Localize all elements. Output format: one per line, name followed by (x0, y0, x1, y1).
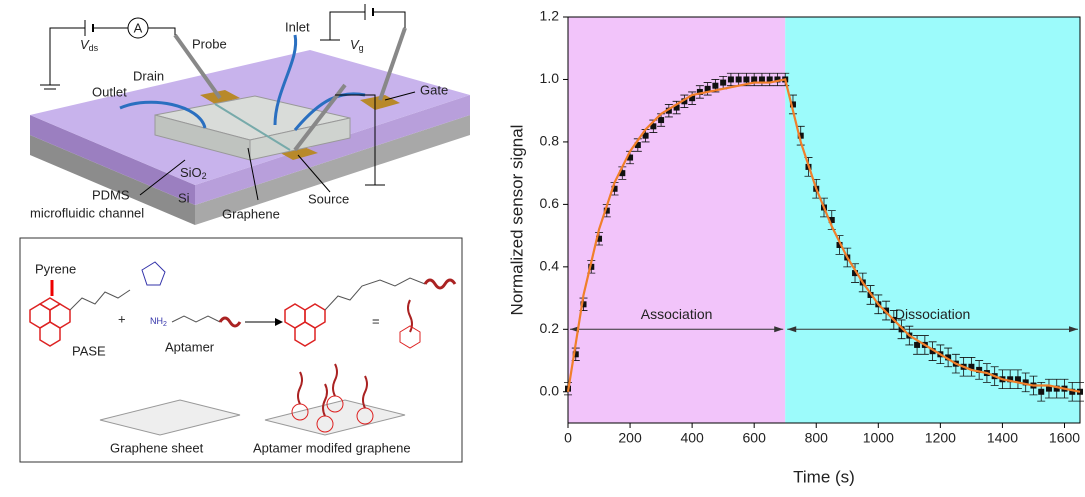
channel-label: microfluidic channel (30, 205, 144, 220)
pdms-label: PDMS (92, 187, 130, 202)
gate-label: Gate (420, 82, 448, 97)
data-point (743, 76, 749, 82)
device-schematic: Vds A Probe Inlet Vg Drain Outlet Gate S… (30, 4, 470, 225)
pyrene (285, 304, 325, 346)
source-label: Source (308, 191, 349, 206)
pase-label: PASE (72, 343, 106, 358)
aptamer-strand (425, 280, 455, 288)
sub: 2 (163, 321, 167, 328)
data-point (728, 76, 734, 82)
sheet-label: Graphene sheet (110, 440, 204, 455)
aptamer-strand (220, 318, 240, 326)
sub: g (359, 43, 364, 53)
x-tick-label: 0 (564, 430, 572, 446)
nh2-label: NH2 (150, 316, 167, 327)
y-tick-label: 0.0 (540, 382, 560, 398)
chart: Association Dissociation 0.0 0.2 0.4 0.6 0.8 1.… (507, 8, 1084, 487)
equals: = (372, 313, 380, 328)
y-tick-label: 1.2 (540, 8, 560, 24)
nhs (142, 262, 165, 285)
linker (325, 278, 425, 310)
wire (148, 28, 175, 35)
pyrene-icon (400, 326, 420, 348)
graphene-label: Graphene (222, 206, 280, 221)
y-tick-label: 0.6 (540, 195, 560, 211)
ammeter-label: A (134, 20, 143, 35)
x-tick-label: 800 (805, 430, 829, 446)
data-point (658, 117, 664, 123)
x-tick-label: 1000 (863, 430, 894, 446)
probe-label: Probe (192, 36, 227, 51)
pyrene-label: Pyrene (35, 261, 76, 276)
y-axis-title: Normalized sensor signal (507, 125, 526, 316)
plus: + (118, 311, 126, 326)
sub: ds (89, 43, 99, 53)
vds-label: Vds (80, 37, 99, 53)
figure: Vds A Probe Inlet Vg Drain Outlet Gate S… (0, 0, 1085, 492)
x-tick-label: 1600 (1049, 430, 1080, 446)
graphene-sheet (100, 400, 240, 435)
t: NH (150, 316, 163, 326)
x-axis-title: Time (s) (793, 467, 855, 486)
graphene-sheet (265, 400, 405, 435)
data-point (720, 80, 726, 86)
x-tick-label: 200 (618, 430, 642, 446)
data-point (1038, 389, 1044, 395)
si-label: Si (178, 190, 190, 205)
drain-label: Drain (133, 68, 164, 83)
t: SiO (180, 165, 202, 180)
data-point (914, 342, 920, 348)
region-label: Dissociation (895, 306, 970, 322)
wire (330, 12, 365, 40)
y-tick-label: 1.0 (540, 70, 560, 86)
amine-chain (172, 316, 220, 322)
inlet-label: Inlet (285, 19, 310, 34)
outlet-label: Outlet (92, 84, 127, 99)
x-tick-label: 1200 (925, 430, 956, 446)
modified-label: Aptamer modifed graphene (253, 440, 411, 455)
aptamer-label: Aptamer (165, 339, 215, 354)
chemistry-panel: Pyrene PASE + NH2 Aptamer = Graphene she… (20, 238, 462, 462)
sub: 2 (202, 171, 207, 181)
y-tick-label: 0.8 (540, 133, 560, 149)
y-tick-label: 0.4 (540, 258, 560, 274)
x-tick-label: 400 (680, 430, 704, 446)
wire (373, 12, 405, 28)
pyrene (30, 298, 70, 346)
y-tick-label: 0.2 (540, 320, 560, 336)
x-tick-label: 1400 (987, 430, 1018, 446)
region-label: Association (641, 306, 713, 322)
arrowhead (275, 318, 283, 326)
data-point (736, 76, 742, 82)
x-tick-label: 600 (743, 430, 767, 446)
vg-label: Vg (350, 37, 364, 53)
data-point (712, 83, 718, 89)
linker (70, 290, 130, 310)
